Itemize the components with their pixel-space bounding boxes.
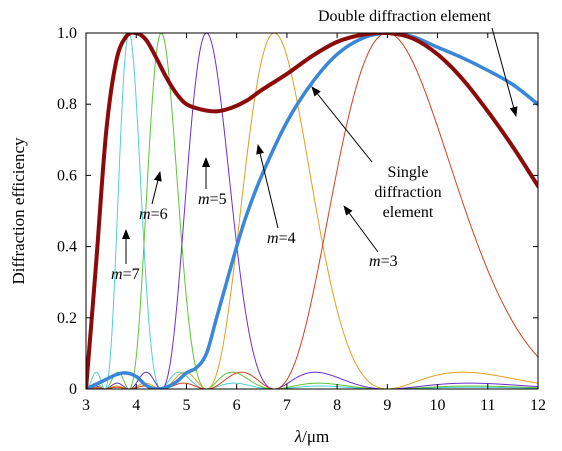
single-element-label-line3: element xyxy=(383,204,434,221)
y-tick-label-0.4: 0.4 xyxy=(57,239,77,256)
plot-frame xyxy=(85,32,539,390)
y-tick-label-1.0: 1.0 xyxy=(57,25,77,42)
series-m5 xyxy=(86,33,538,389)
series-m3 xyxy=(86,33,538,389)
x-tick-label-8: 8 xyxy=(333,397,341,414)
m6-arrow xyxy=(151,171,162,205)
y-tick-label-0.8: 0.8 xyxy=(57,96,77,113)
y-tick-label-0.2: 0.2 xyxy=(57,310,77,327)
series-single-element xyxy=(86,33,538,389)
annotations: Double diffraction element Single diffra… xyxy=(111,8,518,283)
series-m6 xyxy=(86,33,538,389)
x-tick-label-12: 12 xyxy=(530,397,546,414)
x-tick-label-7: 7 xyxy=(283,397,291,414)
double-element-label: Double diffraction element xyxy=(318,8,492,25)
single-element-label-line1: Single xyxy=(388,164,429,181)
x-tick-label-11: 11 xyxy=(480,397,495,414)
double-element-arrow xyxy=(491,27,518,117)
y-tick-label-0.6: 0.6 xyxy=(57,167,77,184)
x-tick-label-6: 6 xyxy=(233,397,241,414)
m7-label: m=7 xyxy=(111,266,140,283)
series-double-element xyxy=(86,33,538,389)
x-axis-label: λ/μm xyxy=(294,427,329,446)
single-element-arrow xyxy=(311,86,373,163)
y-axis-label: Diffraction efficiency xyxy=(9,137,28,285)
m3-label: m=3 xyxy=(369,253,398,270)
x-tick-label-9: 9 xyxy=(383,397,391,414)
x-tick-label-10: 10 xyxy=(430,397,446,414)
m6-label: m=6 xyxy=(139,206,168,223)
curves-layer xyxy=(86,33,538,389)
series-m4 xyxy=(86,33,538,389)
m5-label: m=5 xyxy=(198,191,227,208)
x-tick-label-4: 4 xyxy=(132,397,140,414)
single-element-label-line2: diffraction xyxy=(374,184,441,201)
series-m7 xyxy=(86,33,538,389)
y-tick-label-0: 0 xyxy=(69,381,77,398)
x-tick-label-5: 5 xyxy=(182,397,190,414)
m3-arrow xyxy=(343,205,379,253)
x-tick-label-3: 3 xyxy=(82,397,90,414)
m4-label: m=4 xyxy=(267,230,296,247)
m4-arrow xyxy=(256,144,279,229)
ticks-layer: 3 4 5 6 7 8 9 10 11 12 0 0.2 0.4 0.6 0.8 1.0 xyxy=(57,25,546,414)
